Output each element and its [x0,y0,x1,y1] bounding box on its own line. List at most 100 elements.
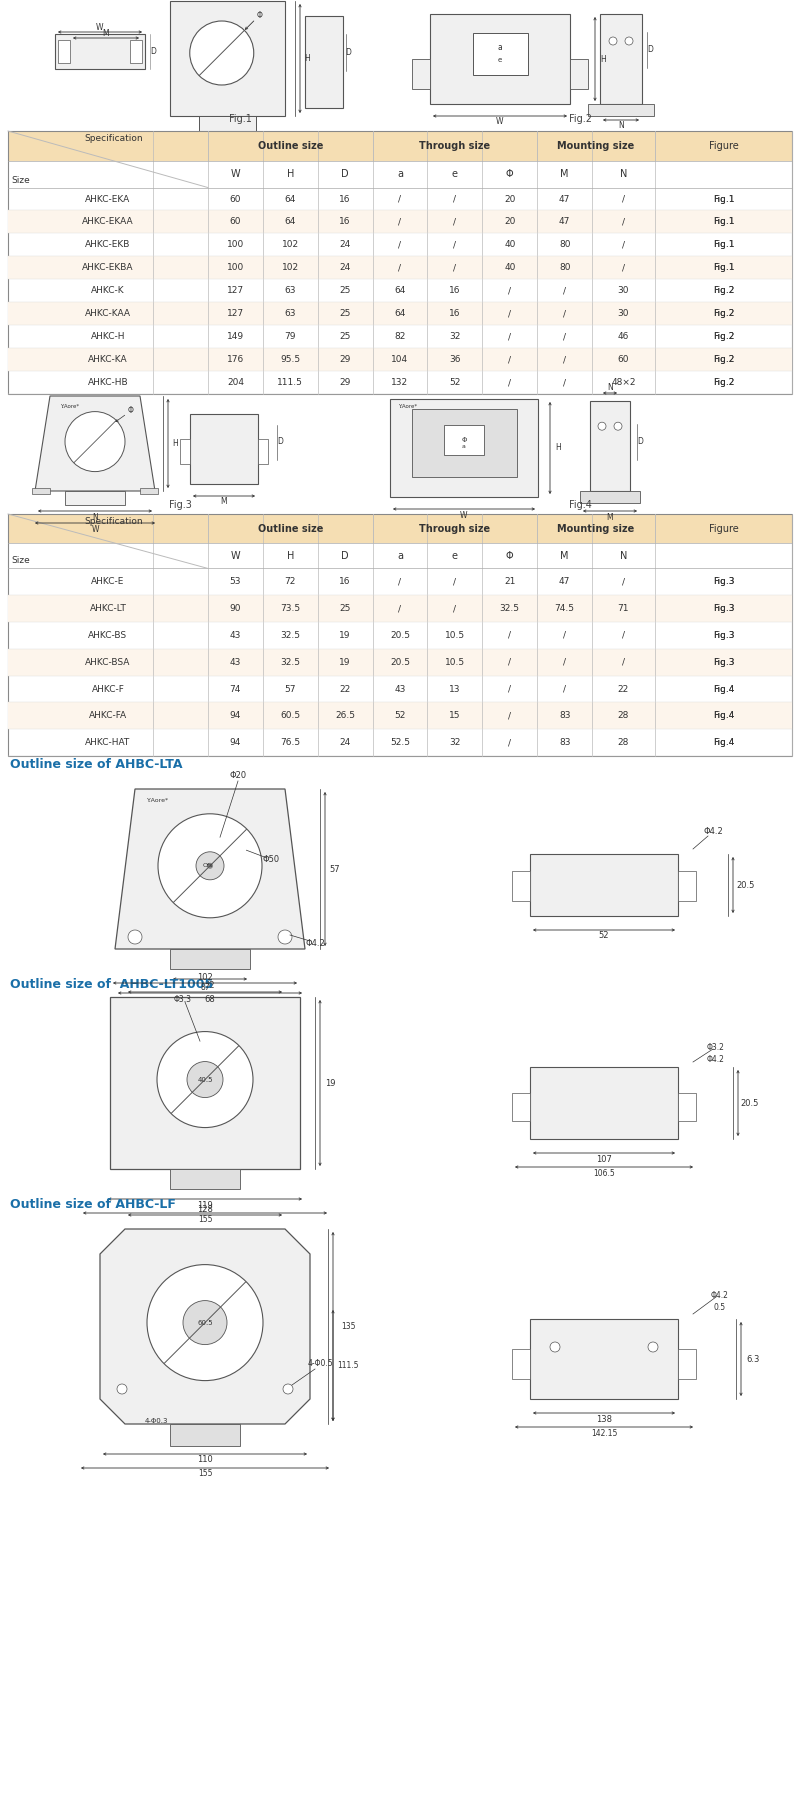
Text: 52.5: 52.5 [390,738,410,747]
Text: Φ: Φ [257,11,262,20]
Bar [65,492,125,504]
Text: Fig.3: Fig.3 [169,501,191,510]
Text: Fig.3: Fig.3 [713,604,734,613]
Text: 40: 40 [504,241,515,249]
Text: 20.5: 20.5 [737,880,755,889]
Text: 204: 204 [227,377,244,386]
Text: W: W [496,118,504,127]
Text: /: / [398,218,402,227]
Text: 80: 80 [559,263,570,272]
Text: 6.3: 6.3 [746,1355,760,1364]
Text: a: a [462,444,466,450]
Text: Fig.1: Fig.1 [713,218,734,227]
Circle shape [598,423,606,430]
Text: 142.15: 142.15 [591,1428,617,1437]
Bar [190,414,258,484]
Text: 25: 25 [339,604,351,613]
Text: 13: 13 [449,684,461,693]
Bar [198,116,256,134]
Text: 28: 28 [618,711,629,720]
Text: a: a [498,44,502,53]
Text: Fig.4: Fig.4 [713,738,734,747]
Text: 32.5: 32.5 [280,631,300,640]
Text: 16: 16 [339,194,351,203]
Text: 25: 25 [339,308,351,317]
Text: 40.5: 40.5 [198,1076,213,1083]
Text: 94: 94 [230,738,241,747]
Text: 102: 102 [197,972,213,981]
Text: 64: 64 [285,194,296,203]
Text: 40: 40 [504,263,515,272]
Text: 110: 110 [197,1455,213,1464]
Text: Φ4.2: Φ4.2 [707,1054,725,1063]
Text: Through size: Through size [419,524,490,533]
Text: Ofs: Ofs [203,863,213,869]
Bar [678,1094,696,1121]
Text: /: / [508,308,511,317]
Polygon shape [100,1230,310,1424]
Text: 72: 72 [285,577,296,586]
Text: M: M [560,551,569,561]
Bar [444,424,484,455]
Bar [8,348,792,372]
Text: Fig.1: Fig.1 [229,114,251,123]
Text: AHKC-EKA: AHKC-EKA [86,194,130,203]
Bar [170,2,285,116]
Circle shape [147,1264,263,1380]
Bar [32,488,50,493]
Text: W: W [230,551,240,561]
Text: 36: 36 [449,356,461,365]
Text: Fig.2: Fig.2 [713,356,734,365]
Text: 60.5: 60.5 [280,711,300,720]
Text: Fig.4: Fig.4 [569,501,591,510]
Text: 20: 20 [504,218,515,227]
Text: 22: 22 [618,684,629,693]
Text: e: e [452,551,458,561]
Text: 52: 52 [598,932,610,940]
Bar [678,871,696,902]
Circle shape [648,1342,658,1351]
Text: 10.5: 10.5 [445,658,465,668]
Text: Through size: Through size [419,141,490,151]
Text: 20: 20 [504,194,515,203]
Bar [8,542,792,568]
Text: /: / [508,711,511,720]
Bar [8,702,792,729]
Text: Specification: Specification [85,134,143,143]
Circle shape [550,1342,560,1351]
Text: 111.5: 111.5 [278,377,303,386]
Text: /: / [454,604,456,613]
Text: Fig.4: Fig.4 [713,738,734,747]
Bar [588,103,654,116]
Text: AHKC-BSA: AHKC-BSA [86,658,130,668]
Text: AHKC-HB: AHKC-HB [88,377,128,386]
Bar [170,1424,240,1446]
Circle shape [278,931,292,943]
Text: 53: 53 [230,577,241,586]
Text: 16: 16 [339,577,351,586]
Text: AHKC-BS: AHKC-BS [88,631,127,640]
Text: AHKC-F: AHKC-F [91,684,124,693]
Text: 119: 119 [197,1201,213,1210]
Text: 32.5: 32.5 [280,658,300,668]
Text: D: D [342,169,349,180]
Text: AHKC-E: AHKC-E [91,577,125,586]
Text: 138: 138 [596,1415,612,1424]
Text: 82: 82 [394,332,406,341]
Bar [110,998,300,1168]
Text: Fig.1: Fig.1 [713,218,734,227]
Text: 74: 74 [230,684,241,693]
Bar [590,401,630,492]
Text: W: W [96,24,104,33]
Text: 155: 155 [198,1215,212,1223]
Text: /: / [622,631,625,640]
Circle shape [190,22,254,85]
Text: Figure: Figure [709,524,738,533]
Text: AHKC-EKAA: AHKC-EKAA [82,218,134,227]
Text: Mounting size: Mounting size [558,524,634,533]
Text: 176: 176 [226,356,244,365]
Text: 20.5: 20.5 [741,1099,759,1108]
Text: 47: 47 [559,218,570,227]
Text: 128: 128 [197,1204,213,1214]
Text: /: / [454,241,456,249]
